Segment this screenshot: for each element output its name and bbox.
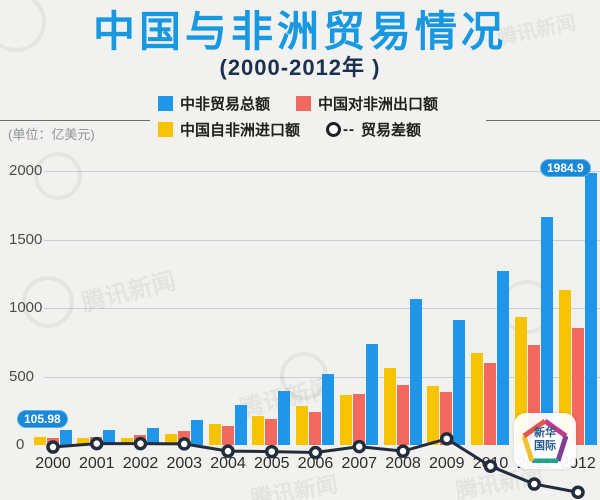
- balance-marker-icon: [326, 121, 342, 137]
- x-tick-2006: 2006: [297, 455, 334, 472]
- balance-dash-icon: --: [343, 120, 356, 138]
- legend-item-balance: -- 贸易差额: [326, 119, 421, 140]
- bar-total-2001: [103, 430, 116, 445]
- bar-export-2005: [265, 419, 278, 445]
- bar-import-2003: [164, 433, 177, 445]
- bar-import-2000: [33, 437, 46, 445]
- gridline-2000: [44, 171, 600, 172]
- y-tick-500: 500: [9, 367, 35, 385]
- bar-total-2000: [59, 430, 72, 445]
- gridline-1500: [44, 239, 600, 241]
- x-tick-2003: 2003: [166, 455, 203, 472]
- legend-export-label: 中国对非洲出口额: [318, 95, 439, 113]
- balance-marker-2007: [352, 439, 366, 454]
- legend-balance-label: 贸易差额: [361, 121, 422, 139]
- legend-item-import: 中国自非洲进口额: [158, 119, 300, 140]
- last-total-badge: 1984.9: [540, 159, 591, 177]
- bar-total-2003: [190, 419, 203, 445]
- legend-total-label: 中非贸易总额: [180, 95, 271, 113]
- x-tick-2007: 2007: [341, 455, 378, 472]
- bar-total-2010: [497, 271, 509, 445]
- x-tick-2005: 2005: [253, 455, 290, 472]
- bar-total-2004: [234, 404, 247, 445]
- balance-marker-2004: [221, 444, 235, 458]
- y-tick-1500: 1500: [9, 230, 43, 248]
- bar-export-2007: [352, 393, 365, 445]
- balance-line-icon: --: [326, 121, 355, 138]
- page-title: 中国与非洲贸易情况: [92, 8, 507, 55]
- bar-total-2005: [278, 390, 291, 445]
- bar-import-2012: [558, 289, 571, 445]
- chart-legend: 中非贸易总额 中国对非洲出口额 中国自非洲进口额 -- 贸易差额: [150, 86, 486, 144]
- balance-marker-2006: [308, 445, 323, 460]
- bar-total-2012: [584, 173, 597, 445]
- x-tick-2000: 2000: [35, 455, 71, 472]
- balance-marker-2012: [571, 485, 585, 500]
- unit-label: (单位：亿美元): [8, 127, 95, 142]
- watermark-circle: [22, 276, 74, 328]
- legend-item-export: 中国对非洲出口额: [296, 93, 438, 114]
- bar-total-2002: [147, 428, 159, 445]
- legend-import-label: 中国自非洲进口额: [180, 121, 301, 139]
- first-total-badge: 105.98: [17, 410, 68, 428]
- gridline-1000: [44, 308, 600, 309]
- x-tick-2009: 2009: [428, 455, 465, 472]
- bar-total-2011: [540, 217, 553, 445]
- bar-total-2006: [322, 373, 334, 445]
- legend-item-total: 中非贸易总额: [158, 93, 270, 114]
- balance-marker-2010: [483, 459, 498, 473]
- balance-marker-2001: [90, 436, 104, 451]
- bar-import-2005: [252, 416, 265, 445]
- bar-export-2009: [440, 391, 453, 445]
- balance-marker-2011: [527, 477, 541, 491]
- x-tick-2004: 2004: [210, 455, 246, 472]
- bar-import-2004: [208, 423, 221, 445]
- bar-total-2007: [365, 344, 378, 445]
- bar-total-2009: [453, 320, 466, 445]
- bar-import-2002: [121, 437, 133, 445]
- export-swatch-icon: [296, 95, 312, 111]
- import-swatch-icon: [158, 121, 173, 137]
- balance-marker-2002: [133, 436, 148, 451]
- watermark-circle: [0, 0, 46, 52]
- bar-total-2008: [409, 298, 422, 445]
- balance-marker-2000: [46, 440, 60, 454]
- bar-export-2004: [221, 426, 234, 445]
- y-tick-0: 0: [16, 436, 25, 453]
- bar-import-2007: [339, 395, 352, 445]
- total-swatch-icon: [158, 95, 173, 111]
- pentagon-ring-icon: [521, 418, 569, 464]
- balance-marker-2005: [265, 444, 279, 459]
- logo-text: 新华 国际: [534, 427, 556, 452]
- watermark-circle: [34, 152, 82, 200]
- x-tick-2001: 2001: [78, 455, 115, 472]
- bar-import-2001: [77, 438, 90, 445]
- bar-import-2009: [427, 385, 440, 445]
- balance-marker-2008: [396, 444, 410, 458]
- bar-import-2006: [296, 405, 308, 445]
- x-tick-2002: 2002: [122, 455, 159, 472]
- bar-export-2008: [396, 384, 409, 445]
- bar-export-2006: [309, 412, 321, 445]
- page-subtitle: (2000-2012年 ): [219, 55, 381, 80]
- bar-export-2012: [571, 328, 584, 445]
- xinhua-international-logo: 新华 国际: [514, 413, 576, 469]
- bar-export-2010: [484, 362, 496, 445]
- bar-import-2010: [471, 353, 483, 445]
- balance-marker-2003: [177, 437, 191, 451]
- balance-marker-2009: [440, 432, 454, 446]
- bar-import-2008: [383, 368, 396, 445]
- x-tick-2008: 2008: [385, 455, 421, 472]
